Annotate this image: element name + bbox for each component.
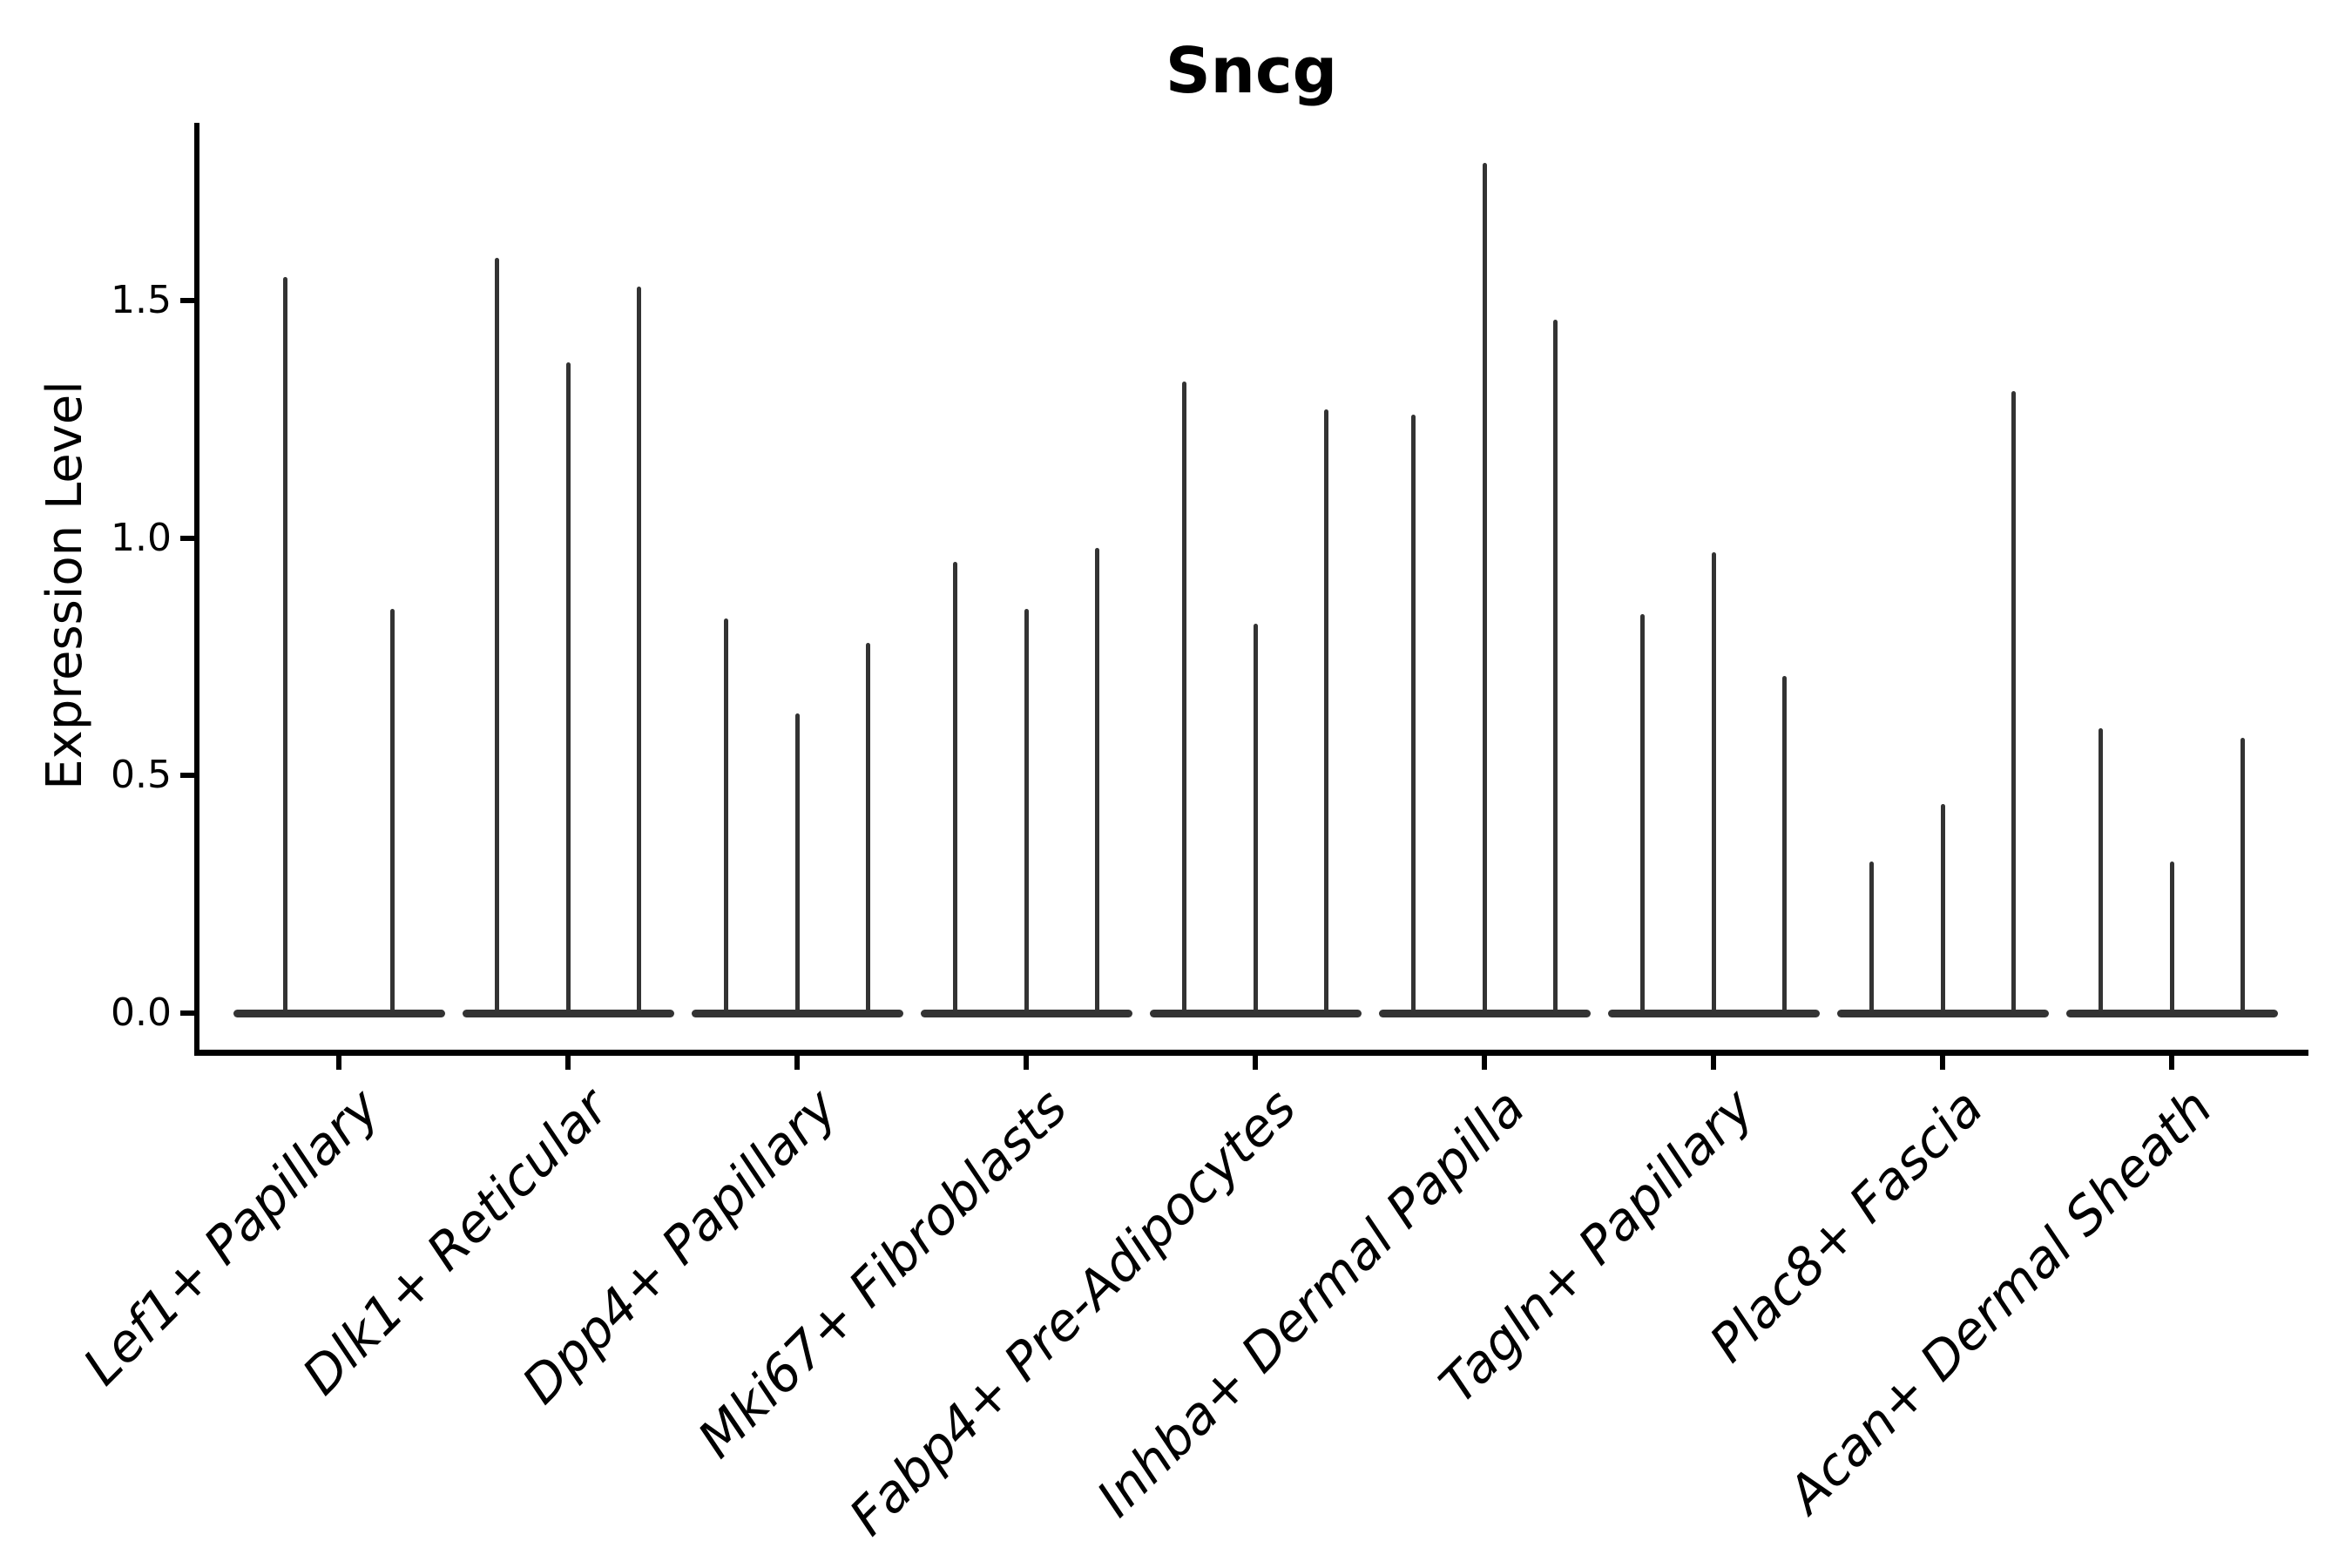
x-tick-mark (1024, 1056, 1029, 1070)
violin-spike (565, 362, 571, 1016)
y-tick-label: 0.5 (111, 753, 172, 798)
chart-title: Sncg (1165, 34, 1338, 107)
violin-spike (723, 618, 728, 1016)
violin-spike (866, 642, 871, 1016)
violin-spike (952, 561, 957, 1016)
violin-spike (2098, 727, 2103, 1016)
y-tick-mark (180, 1010, 194, 1016)
y-axis-label: Expression Level (37, 381, 93, 790)
violin-spike (1639, 613, 1645, 1016)
y-tick-label: 1.0 (111, 515, 172, 560)
violin-spike (2011, 390, 2017, 1016)
x-tick-mark (1711, 1056, 1716, 1070)
violin-spike (389, 609, 395, 1016)
x-tick-mark (336, 1056, 341, 1070)
x-tick-mark (1940, 1056, 1945, 1070)
y-tick-label: 0.0 (111, 990, 172, 1035)
violin-spike (1181, 381, 1186, 1016)
y-tick-mark (180, 773, 194, 779)
x-tick-label: Fabp4+ Pre-Adipocytes (837, 1077, 1308, 1547)
violin-spike (1940, 804, 1945, 1016)
violin-spike (1095, 547, 1100, 1016)
y-tick-label: 1.5 (111, 278, 172, 323)
violin-spike (1324, 409, 1329, 1016)
violin-spike (2169, 861, 2174, 1016)
violin-spike (1253, 623, 1258, 1016)
violin-spike (1410, 414, 1416, 1016)
y-axis-spine (194, 123, 199, 1056)
violin-spike (494, 257, 499, 1016)
violin-spike (1024, 609, 1029, 1016)
y-tick-mark (180, 535, 194, 541)
x-tick-mark (565, 1056, 571, 1070)
violin-spike (794, 713, 800, 1016)
x-axis-spine (194, 1050, 2308, 1056)
violin-baseline (233, 1009, 445, 1017)
violin-spike (1482, 162, 1487, 1016)
violin-spike (637, 286, 642, 1016)
violin-spike (1553, 319, 1558, 1016)
y-tick-mark (180, 298, 194, 304)
violin-spike (1782, 675, 1788, 1016)
x-tick-mark (1482, 1056, 1487, 1070)
violin-spike (1869, 861, 1874, 1016)
violin-spike (283, 276, 288, 1016)
violin-spike (2240, 737, 2246, 1016)
x-tick-mark (2169, 1056, 2174, 1070)
x-tick-label: Acan+ Dermal Sheath (1775, 1077, 2224, 1524)
x-tick-mark (1253, 1056, 1258, 1070)
x-tick-mark (794, 1056, 800, 1070)
violin-spike (1711, 552, 1716, 1016)
x-tick-label: Inhba+ Dermal Papilla (1085, 1077, 1537, 1529)
